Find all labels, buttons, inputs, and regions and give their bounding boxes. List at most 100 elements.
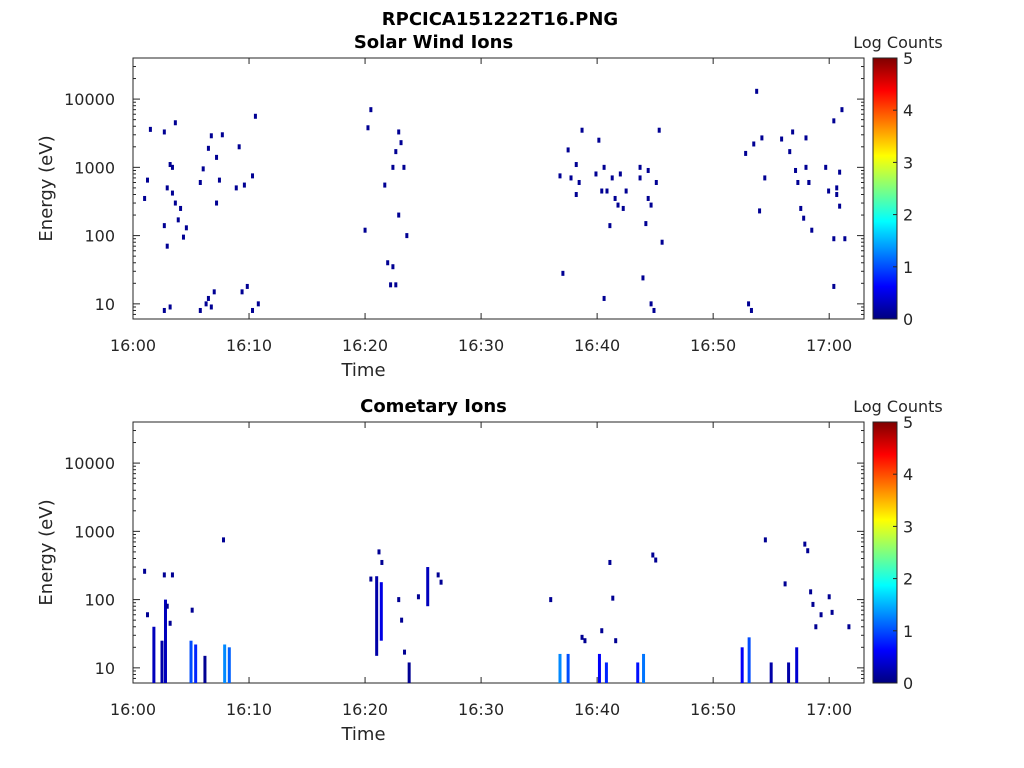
data-point <box>416 594 420 600</box>
data-point <box>810 227 814 233</box>
data-point <box>646 195 650 201</box>
data-point <box>654 557 658 563</box>
data-point <box>654 179 658 185</box>
y-tick-label: 10 <box>95 295 115 314</box>
data-point <box>605 188 609 194</box>
y-tick-label: 10000 <box>64 90 115 109</box>
data-column <box>194 644 198 683</box>
data-point <box>209 304 213 310</box>
data-point <box>377 549 381 555</box>
data-point <box>794 167 798 173</box>
data-point <box>788 149 792 155</box>
data-point <box>179 205 183 211</box>
data-point <box>198 179 202 185</box>
colorbar-tick-label: 4 <box>903 101 913 120</box>
data-column <box>152 626 156 683</box>
data-point <box>574 192 578 198</box>
data-point <box>791 129 795 135</box>
data-point <box>641 275 645 281</box>
data-column <box>604 662 608 683</box>
data-point <box>847 624 851 630</box>
data-point <box>838 203 842 209</box>
data-point <box>832 118 836 124</box>
data-point <box>597 137 601 143</box>
data-point <box>143 568 147 574</box>
x-tick-label: 16:20 <box>342 700 388 719</box>
y-tick-label: 1000 <box>74 158 115 177</box>
x-tick-label: 16:40 <box>574 700 620 719</box>
data-column <box>597 653 601 683</box>
data-point <box>830 609 834 615</box>
data-column <box>160 640 164 683</box>
data-point <box>796 179 800 185</box>
data-point <box>574 162 578 168</box>
plot-area <box>132 421 865 684</box>
data-point <box>744 150 748 156</box>
data-point <box>827 594 831 600</box>
data-point <box>649 301 653 307</box>
data-point <box>649 202 653 208</box>
data-point <box>363 227 367 233</box>
colorbar-tick-label: 2 <box>903 206 913 225</box>
data-point <box>162 307 166 313</box>
x-axis-label: Time <box>340 360 385 381</box>
data-point <box>608 223 612 229</box>
y-tick-label: 100 <box>84 227 115 246</box>
data-point <box>558 173 562 179</box>
data-point <box>827 188 831 194</box>
data-point <box>752 141 756 147</box>
y-axis-label: Energy (eV) <box>36 499 57 605</box>
data-point <box>184 225 188 231</box>
data-point <box>806 548 810 554</box>
x-tick-label: 17:00 <box>806 336 852 355</box>
data-point <box>652 307 656 313</box>
data-point <box>400 617 404 623</box>
data-point <box>832 236 836 242</box>
data-point <box>168 620 172 626</box>
data-point <box>190 607 194 613</box>
data-point <box>380 559 384 565</box>
data-point <box>251 307 255 313</box>
data-point <box>651 552 655 558</box>
data-point <box>763 175 767 181</box>
data-point <box>755 88 759 94</box>
data-point <box>256 301 260 307</box>
data-point <box>397 129 401 135</box>
data-point <box>608 559 612 565</box>
y-tick-label: 10000 <box>64 454 115 473</box>
data-column <box>407 662 411 683</box>
data-point <box>804 135 808 141</box>
y-axis-label: Energy (eV) <box>36 135 57 241</box>
data-point <box>824 164 828 170</box>
data-point <box>366 125 370 131</box>
data-point <box>170 164 174 170</box>
data-point <box>616 202 620 208</box>
data-point <box>242 182 246 188</box>
data-point <box>583 638 587 644</box>
data-point <box>594 171 598 177</box>
data-column <box>558 653 562 683</box>
x-tick-label: 16:50 <box>690 700 736 719</box>
data-point <box>165 185 169 191</box>
data-point <box>403 649 407 655</box>
data-point <box>614 638 618 644</box>
colorbar-tick-label: 5 <box>903 413 913 432</box>
data-column <box>747 637 751 683</box>
data-point <box>173 200 177 206</box>
data-point <box>176 217 180 223</box>
data-point <box>561 270 565 276</box>
data-point <box>170 572 174 578</box>
data-point <box>657 127 661 133</box>
data-column <box>740 647 744 683</box>
data-point <box>146 612 150 618</box>
data-point <box>162 223 166 229</box>
data-point <box>803 541 807 547</box>
data-point <box>168 304 172 310</box>
x-tick-label: 16:00 <box>110 700 156 719</box>
colorbar-tick-label: 0 <box>903 674 913 693</box>
panel-title: Solar Wind Ions <box>354 32 513 53</box>
data-point <box>383 182 387 188</box>
data-point <box>835 192 839 198</box>
x-tick-label: 16:30 <box>458 700 504 719</box>
data-column <box>787 662 791 683</box>
